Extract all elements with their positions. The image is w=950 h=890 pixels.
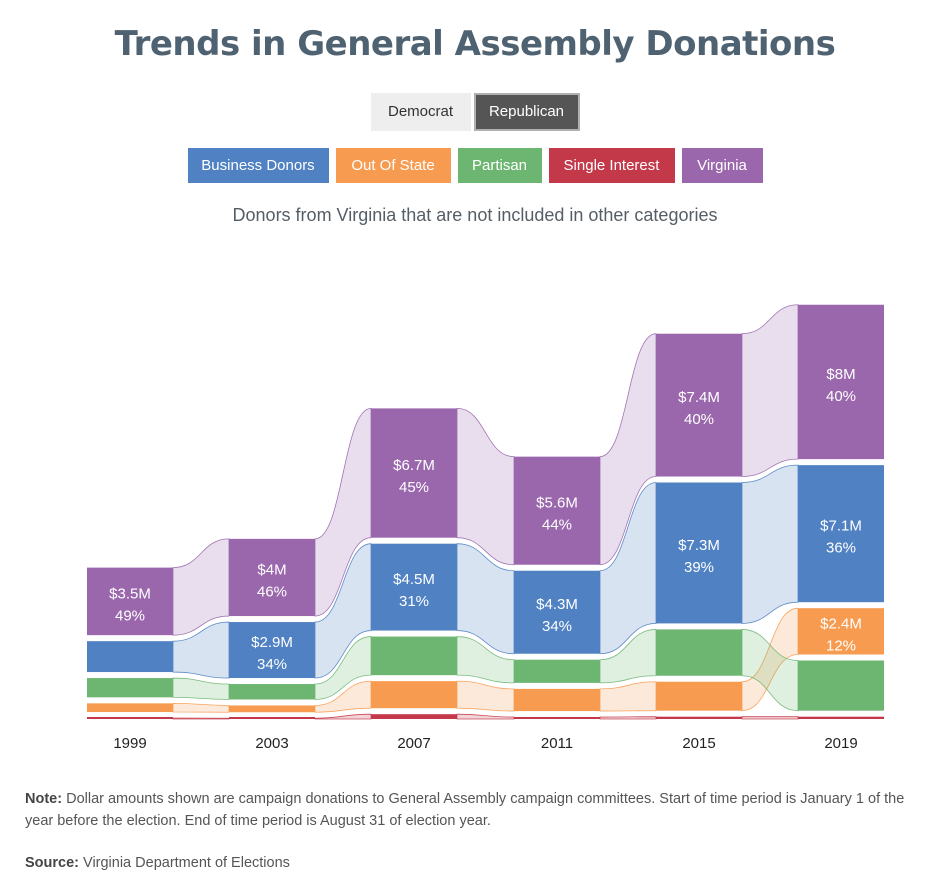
percent-label: 34% <box>542 618 572 635</box>
value-label: $2.9M <box>251 634 293 651</box>
bar-business-donors-1999[interactable] <box>87 641 173 673</box>
bar-partisan-2011[interactable] <box>514 659 600 683</box>
virginia-button[interactable]: Virginia <box>681 148 763 183</box>
single-interest-button[interactable]: Single Interest <box>548 148 675 183</box>
republican-button[interactable]: Republican <box>473 93 580 131</box>
flow-single-interest-2015-2019 <box>741 716 799 720</box>
value-label: $7.3M <box>678 537 720 554</box>
bar-virginia-2003[interactable] <box>229 538 315 617</box>
bar-single-interest-2019[interactable] <box>798 716 884 719</box>
flow-out-of-state-1999-2003 <box>172 702 230 713</box>
x-tick-label: 1999 <box>113 735 146 752</box>
percent-label: 12% <box>826 637 856 654</box>
x-tick-label: 2007 <box>397 735 430 752</box>
source: Source: Virginia Department of Elections <box>25 855 290 871</box>
bar-out-of-state-2007[interactable] <box>371 681 457 709</box>
bar-out-of-state-1999[interactable] <box>87 703 173 713</box>
flow-out-of-state-2011-2015 <box>599 681 657 712</box>
page-title: Trends in General Assembly Donations <box>114 24 836 64</box>
percent-label: 46% <box>257 583 287 600</box>
bar-out-of-state-2003[interactable] <box>229 705 315 713</box>
partisan-button[interactable]: Partisan <box>457 148 542 183</box>
bar-partisan-2015[interactable] <box>656 629 742 676</box>
bar-virginia-2011[interactable] <box>514 456 600 565</box>
flow-virginia-2015-2019 <box>741 304 799 477</box>
democrat-button[interactable]: Democrat <box>370 93 471 131</box>
source-label: Source: <box>25 855 79 871</box>
flow-single-interest-1999-2003 <box>172 717 230 720</box>
bar-virginia-2015[interactable] <box>656 333 742 477</box>
value-label: $7.1M <box>820 518 862 535</box>
note-text: Dollar amounts shown are campaign donati… <box>25 791 905 829</box>
bar-virginia-1999[interactable] <box>87 567 173 636</box>
percent-label: 39% <box>684 559 714 576</box>
flow-single-interest-2003-2007 <box>314 713 372 720</box>
value-label: $2.4M <box>820 615 862 632</box>
bar-out-of-state-2015[interactable] <box>656 681 742 711</box>
bar-labels: $3.5M 49% $4M 46% $6.7M 45% $5.6M 44% $7.4M 40% $8… <box>109 366 862 673</box>
flow-single-interest-2011-2015 <box>599 716 657 720</box>
bar-partisan-2003[interactable] <box>229 684 315 700</box>
bar-out-of-state-2019[interactable] <box>798 608 884 655</box>
percent-label: 31% <box>399 593 429 610</box>
flow-single-interest-2007-2011 <box>456 713 515 720</box>
value-label: $5.6M <box>536 495 578 512</box>
category-buttons: Business Donors Out Of State Partisan Si… <box>0 148 950 183</box>
out-of-state-button[interactable]: Out Of State <box>335 148 451 183</box>
flow-bands <box>172 304 799 720</box>
value-label: $4.5M <box>393 571 435 588</box>
flow-business-donors-2015-2019 <box>741 464 799 624</box>
value-label: $3.5M <box>109 585 151 602</box>
stacked-flow-chart: $3.5M 49% $4M 46% $6.7M 45% $5.6M 44% $7.4M 40% $8… <box>87 304 884 752</box>
bar-single-interest-2003[interactable] <box>229 717 315 719</box>
source-text: Virginia Department of Elections <box>83 855 290 871</box>
flow-virginia-1999-2003 <box>172 538 230 636</box>
bar-single-interest-2011[interactable] <box>514 717 600 719</box>
percent-label: 44% <box>542 517 572 534</box>
percent-label: 40% <box>826 388 856 405</box>
x-tick-label: 2015 <box>682 735 715 752</box>
value-label: $7.4M <box>678 389 720 406</box>
bar-partisan-2019[interactable] <box>798 660 884 711</box>
bar-business-donors-2007[interactable] <box>371 543 457 631</box>
flow-business-donors-2011-2015 <box>599 482 657 655</box>
flow-partisan-1999-2003 <box>172 677 230 700</box>
bar-virginia-2019[interactable] <box>798 304 884 460</box>
value-label: $8M <box>826 366 855 383</box>
business-donors-button[interactable]: Business Donors <box>187 148 329 183</box>
bar-out-of-state-2011[interactable] <box>514 688 600 712</box>
bar-business-donors-2015[interactable] <box>656 482 742 624</box>
bar-single-interest-1999[interactable] <box>87 717 173 719</box>
bar-single-interest-2015[interactable] <box>656 716 742 719</box>
percent-label: 40% <box>684 411 714 428</box>
category-description: Donors from Virginia that are not includ… <box>232 205 718 225</box>
bars <box>87 304 884 719</box>
percent-label: 45% <box>399 479 429 496</box>
bar-single-interest-2007[interactable] <box>371 714 457 719</box>
bar-business-donors-2011[interactable] <box>514 570 600 654</box>
x-tick-label: 2003 <box>255 735 288 752</box>
value-label: $4M <box>257 561 286 578</box>
bar-partisan-2007[interactable] <box>371 636 457 676</box>
x-tick-label: 2011 <box>541 735 573 752</box>
bar-business-donors-2019[interactable] <box>798 465 884 603</box>
bar-business-donors-2003[interactable] <box>229 622 315 679</box>
party-toggle: Democrat Republican <box>0 93 950 131</box>
x-axis: 1999 2003 2007 2011 2015 2019 <box>113 735 857 752</box>
note-label: Note: <box>25 791 63 807</box>
bar-virginia-2007[interactable] <box>371 408 457 538</box>
value-label: $4.3M <box>536 596 578 613</box>
note: Note: Dollar amounts shown are campaign … <box>25 788 935 832</box>
flow-virginia-2007-2011 <box>456 407 515 566</box>
flow-out-of-state-2007-2011 <box>456 680 515 712</box>
percent-label: 36% <box>826 540 856 557</box>
percent-label: 49% <box>115 607 145 624</box>
bar-partisan-1999[interactable] <box>87 678 173 698</box>
x-tick-label: 2019 <box>824 735 857 752</box>
percent-label: 34% <box>257 656 287 673</box>
value-label: $6.7M <box>393 457 435 474</box>
